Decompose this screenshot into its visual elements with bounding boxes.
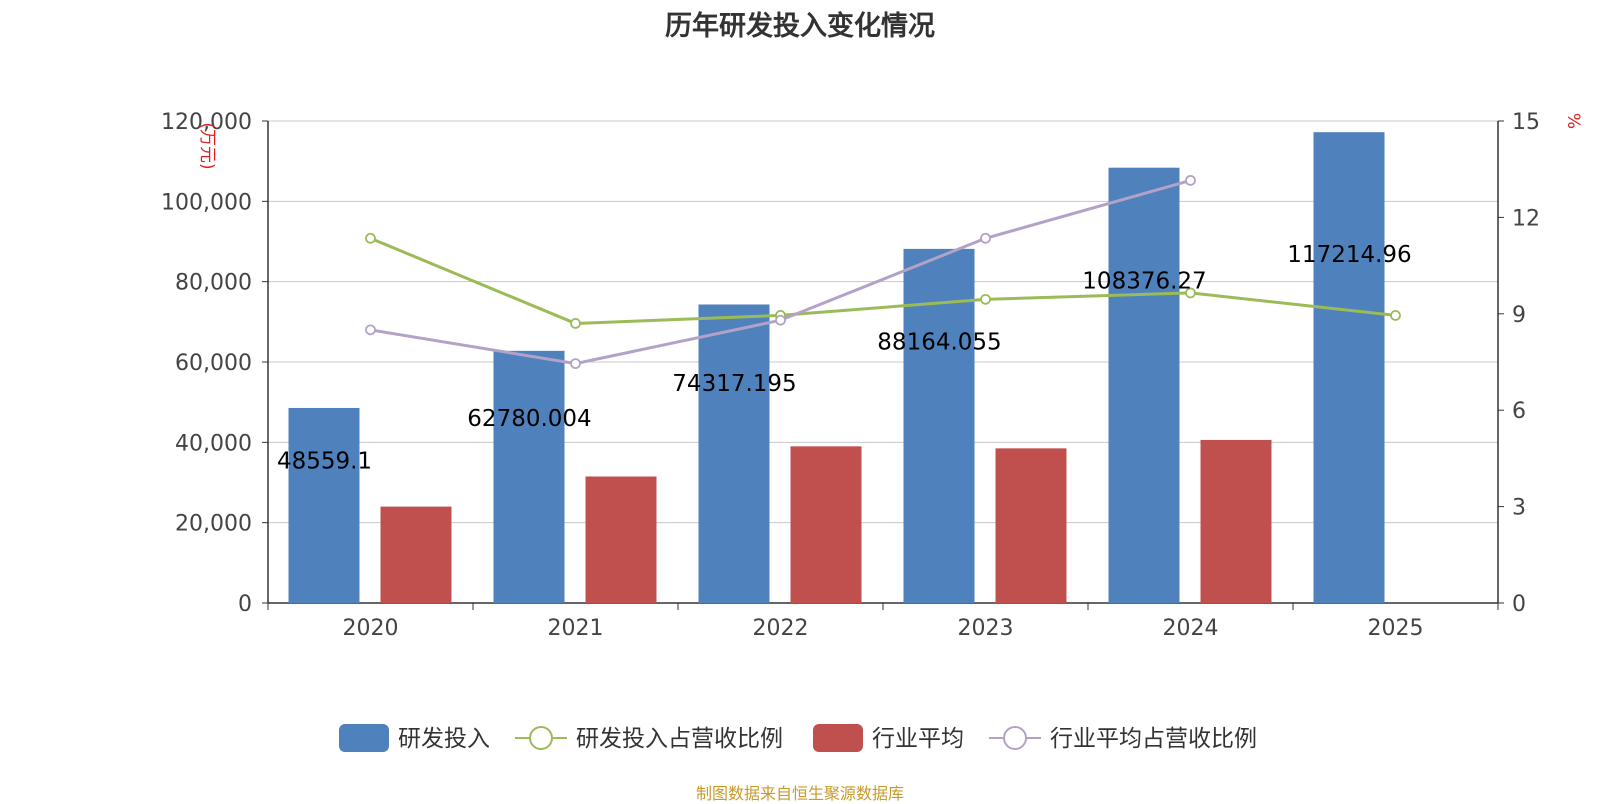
bar-industry-average: [585, 476, 657, 603]
bar-industry-average: [380, 506, 452, 603]
bar-industry-average: [1200, 439, 1272, 603]
x-tick-label: 2025: [1368, 616, 1424, 641]
point-industry-ratio: [570, 358, 581, 370]
point-rd-ratio: [365, 232, 376, 244]
y-left-tick-label: 40,000: [175, 431, 252, 456]
legend-label: 研发投入: [398, 726, 490, 752]
data-label-rd-investment: 62780.004: [467, 406, 591, 432]
y-left-tick-label: 100,000: [161, 190, 252, 215]
x-tick-label: 2023: [958, 616, 1014, 641]
y-left-tick-label: 60,000: [175, 351, 252, 376]
point-rd-ratio: [1185, 287, 1196, 299]
point-industry-ratio: [980, 232, 991, 244]
bar-rd-investment: [288, 407, 360, 603]
legend-swatch-bar: [813, 724, 863, 752]
y-right-tick-label: 12: [1512, 206, 1540, 231]
data-label-rd-investment: 74317.195: [672, 371, 796, 397]
y-left-tick-label: 0: [238, 592, 252, 617]
x-tick-label: 2021: [548, 616, 604, 641]
point-rd-ratio: [980, 293, 991, 305]
legend-swatch-marker: [529, 726, 553, 750]
legend-label: 行业平均: [872, 726, 964, 752]
data-label-rd-investment: 108376.27: [1082, 269, 1206, 295]
legend-label: 行业平均占营收比例: [1050, 726, 1257, 752]
point-rd-ratio: [1390, 310, 1401, 321]
bar-industry-average: [790, 446, 862, 603]
line-rd-ratio: [369, 236, 1396, 325]
y-right-tick-label: 9: [1512, 303, 1526, 328]
point-industry-ratio: [365, 324, 376, 336]
y-left-tick-label: 20,000: [175, 512, 252, 537]
data-label-rd-investment: 48559.1: [277, 449, 372, 475]
legend-swatch-marker: [1003, 726, 1027, 750]
y-left-tick-label: 80,000: [175, 271, 252, 296]
point-rd-ratio: [570, 318, 581, 329]
y-right-tick-label: 6: [1512, 399, 1526, 424]
bar-rd-investment: [1108, 167, 1180, 603]
x-tick-label: 2024: [1163, 616, 1219, 641]
bar-rd-investment: [698, 304, 770, 603]
y-right-tick-label: 3: [1512, 496, 1526, 521]
y-left-unit-label: (万元): [197, 122, 217, 169]
x-tick-label: 2020: [343, 616, 399, 641]
bar-rd-investment: [493, 350, 565, 603]
point-industry-ratio: [1185, 175, 1196, 186]
legend-swatch-bar: [339, 724, 389, 752]
data-label-rd-investment: 88164.055: [877, 329, 1001, 355]
y-right-tick-label: 15: [1512, 110, 1540, 135]
x-tick-label: 2022: [753, 616, 809, 641]
point-industry-ratio: [775, 314, 786, 326]
y-right-unit-label: %: [1563, 113, 1583, 129]
line-industry-ratio: [370, 179, 1191, 366]
data-label-rd-investment: 117214.96: [1287, 242, 1411, 268]
bar-rd-investment: [1313, 132, 1385, 603]
source-note: 制图数据来自恒生聚源数据库: [695, 784, 904, 803]
y-left-tick-label: 120,000: [161, 110, 252, 135]
y-right-tick-label: 0: [1512, 592, 1526, 617]
legend-label: 研发投入占营收比例: [576, 726, 783, 752]
chart-title: 历年研发投入变化情况: [665, 11, 935, 42]
bar-industry-average: [995, 448, 1067, 603]
bar-rd-investment: [903, 248, 975, 603]
